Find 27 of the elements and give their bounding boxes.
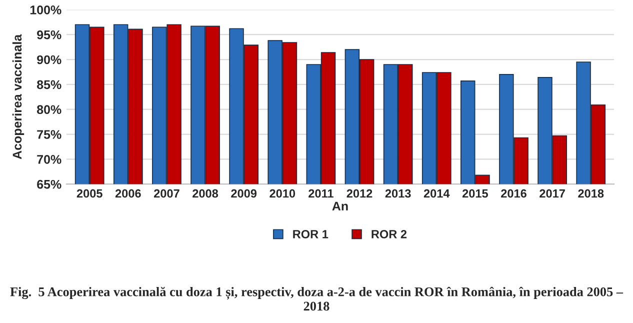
x-tick-label: 2007 [154, 189, 180, 198]
y-tick-label: 90% [37, 55, 62, 64]
x-tick-label: 2018 [578, 189, 604, 198]
x-tick-label: 2009 [231, 189, 257, 198]
y-tick-label: 75% [37, 130, 62, 139]
legend-label: ROR 2 [372, 230, 407, 238]
x-tick-label: 2013 [385, 189, 411, 198]
x-tick-label: 2011 [308, 189, 334, 198]
x-tick-label: 2014 [424, 189, 450, 198]
y-tick-label: 100% [30, 5, 62, 14]
x-tick-label: 2012 [346, 189, 372, 198]
x-axis-title: An [332, 202, 348, 210]
y-tick-label: 85% [36, 80, 62, 90]
legend-label: ROR 1 [293, 230, 328, 238]
y-axis-title: Acoperirea vaccinala [12, 34, 24, 160]
x-tick-label: 2008 [192, 189, 218, 198]
x-tick-label: 2005 [76, 189, 102, 198]
x-tick-label: 2006 [115, 189, 141, 198]
y-tick-label: 80% [36, 105, 62, 114]
caption: Fig. 5 Acoperirea vaccinală cu doza 1 și, respectiv, doza a-2-a de vaccin ROR în România, în perioada 2005 – 2018 [10, 286, 624, 311]
x-tick-label: 2015 [462, 189, 488, 198]
y-tick-label: 70% [37, 154, 62, 164]
x-tick-label: 2017 [540, 189, 565, 198]
y-tick-label: 95% [37, 30, 62, 40]
y-tick-label: 65% [37, 180, 62, 189]
x-tick-label: 2010 [270, 189, 296, 198]
x-tick-label: 2016 [501, 189, 526, 198]
